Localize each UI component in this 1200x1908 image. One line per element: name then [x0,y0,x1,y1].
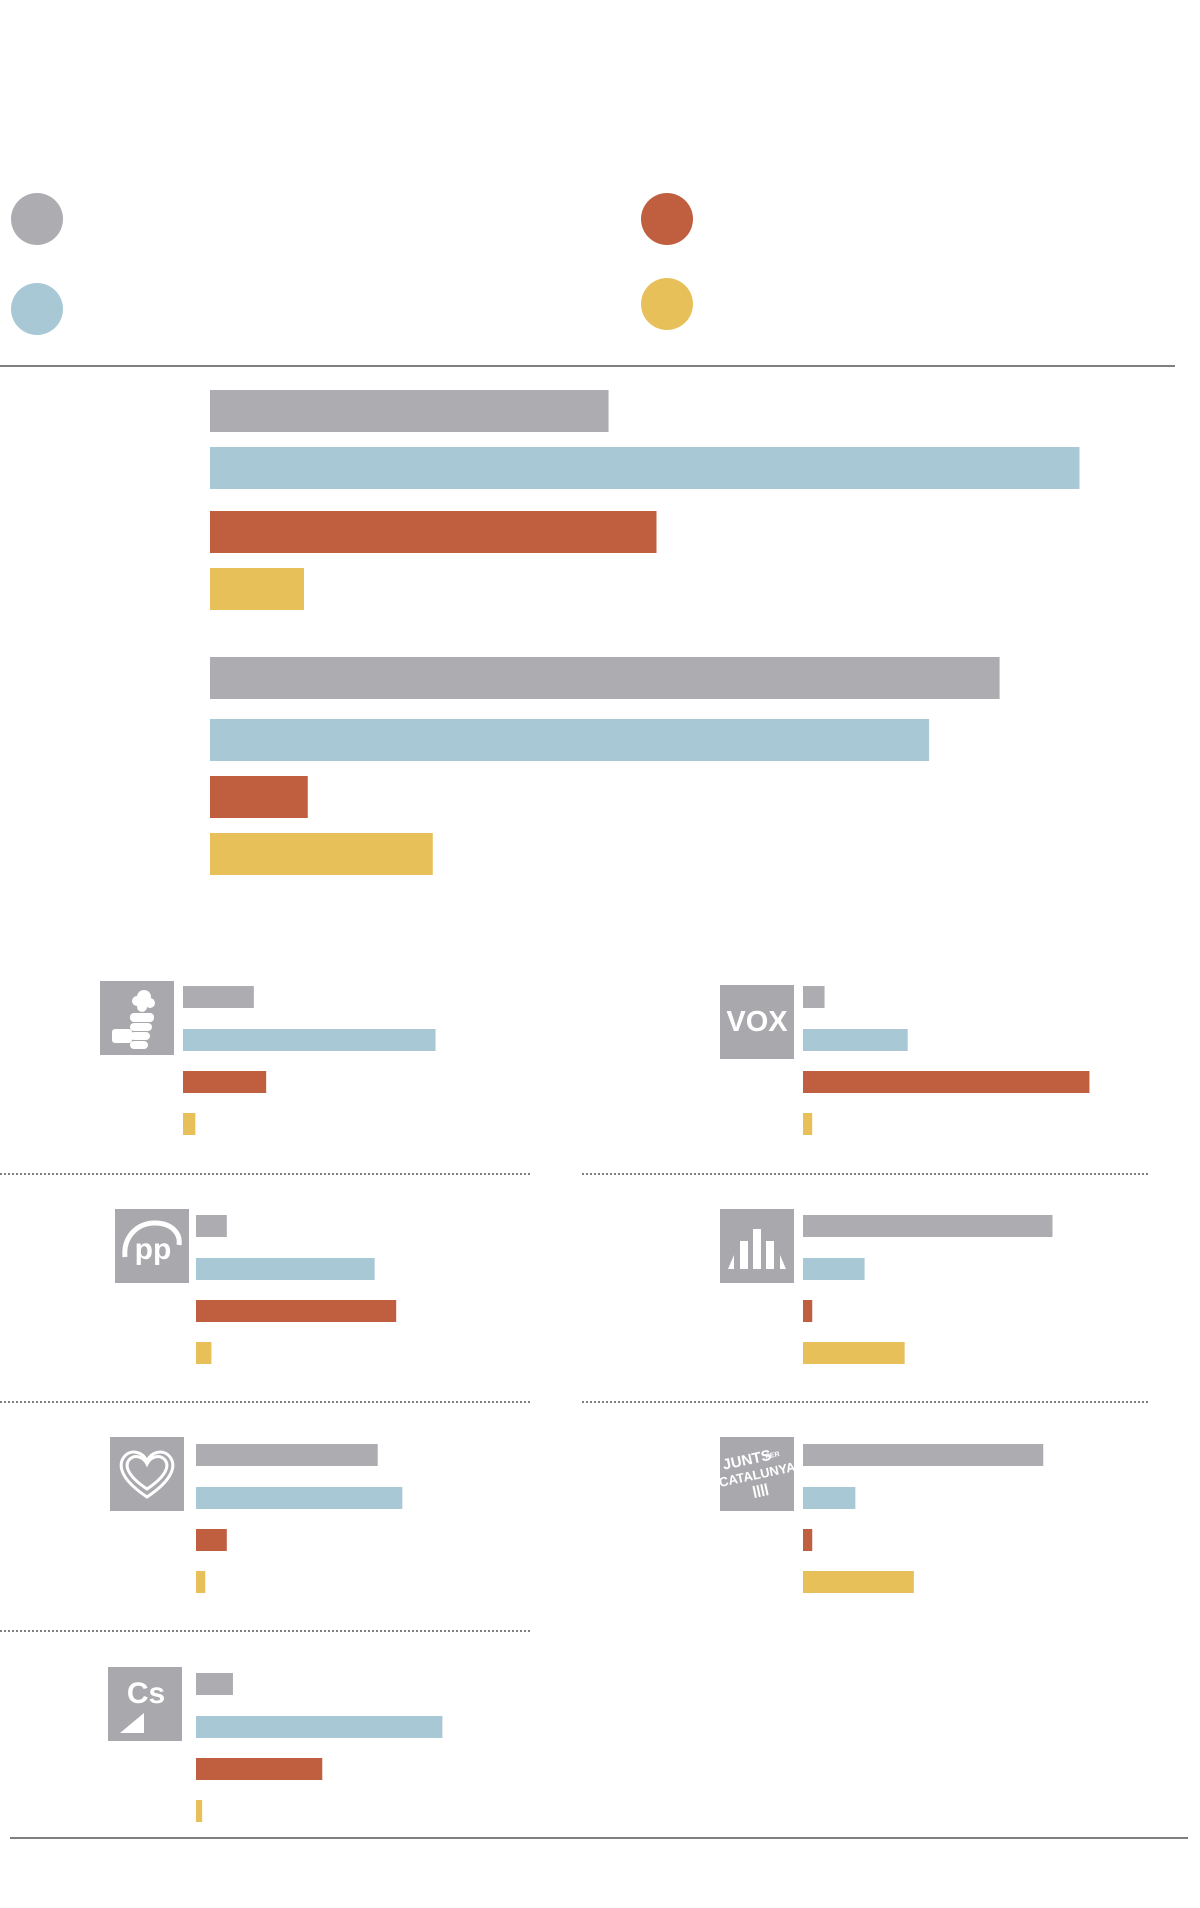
podemos-bar-blue [196,1487,403,1509]
podemos-bar-gray [196,1444,378,1466]
cs-bar-gray [196,1673,233,1695]
summary-bar-yellow [210,568,304,610]
cs-bar-red [196,1758,323,1780]
psoe-bar-red [183,1071,267,1093]
erc-bar-gray [803,1215,1053,1237]
summary-bar-yellow [210,833,433,875]
cs-bar-blue [196,1716,443,1738]
legend [11,193,693,335]
vox-logo-text: VOX [726,1006,788,1038]
erc-logo [720,1209,794,1283]
vox-bar-blue [803,1029,908,1051]
pp-logo-text: pp [135,1233,172,1266]
pp-bar-gray [196,1215,227,1237]
cs-logo-text: Cs [127,1677,165,1710]
summary-bar-gray [210,657,1000,699]
summary-bar-blue [210,719,930,761]
vox-logo: VOX [720,985,794,1059]
podemos-bar-red [196,1529,227,1551]
legend-dot-red [641,193,693,245]
separators [0,1173,1150,1632]
junts-logo: JUNTS PER CATALUNYA [720,1437,794,1511]
junts-bar-blue [803,1487,856,1509]
psoe-bar-blue [183,1029,436,1051]
vox-bar-yellow [803,1113,813,1135]
legend-dot-yellow [641,278,693,330]
psoe-logo [100,981,174,1055]
party-bar-charts [183,986,1090,1822]
erc-bar-blue [803,1258,865,1280]
psoe-bar-yellow [183,1113,196,1135]
pp-bar-yellow [196,1342,212,1364]
legend-dot-blue [11,283,63,335]
summary-bar-red [210,511,657,553]
podemos-logo [110,1437,184,1511]
psoe-bar-gray [183,986,254,1008]
summary-bar-blue [210,447,1080,489]
summary-bar-gray [210,390,609,432]
junts-bar-yellow [803,1571,914,1593]
summary-bar-chart [210,390,1080,875]
pp-bar-red [196,1300,397,1322]
cs-bar-yellow [196,1800,203,1822]
erc-bar-red [803,1300,813,1322]
junts-bar-gray [803,1444,1044,1466]
pp-logo: pp [115,1209,189,1283]
junts-logo-per: PER [765,1451,781,1461]
junts-bar-red [803,1529,813,1551]
pp-bar-blue [196,1258,375,1280]
legend-dot-gray [11,193,63,245]
summary-bar-red [210,776,308,818]
vox-bar-gray [803,986,825,1008]
cs-logo: Cs [108,1667,182,1741]
podemos-bar-yellow [196,1571,206,1593]
vox-bar-red [803,1071,1090,1093]
erc-bar-yellow [803,1342,905,1364]
